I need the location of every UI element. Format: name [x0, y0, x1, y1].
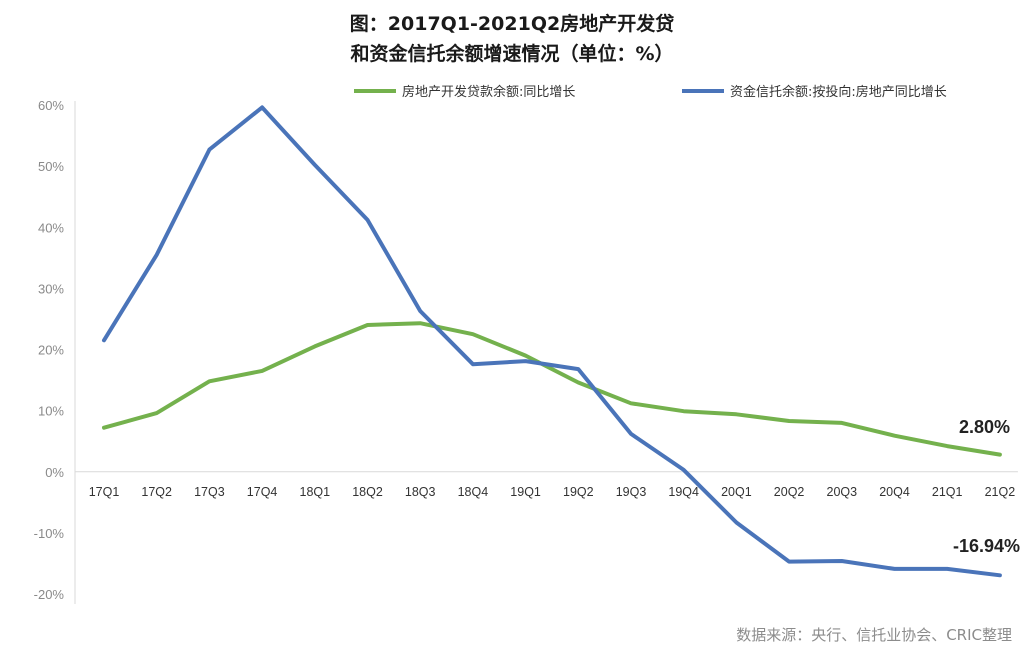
series-line-trust: [102, 105, 1002, 578]
legend: 房地产开发贷款余额:同比增长 资金信托余额:按投向:房地产同比增长: [354, 84, 947, 100]
legend-label-trust: 资金信托余额:按投向:房地产同比增长: [730, 84, 947, 100]
x-tick-label: 19Q1: [510, 485, 541, 499]
x-tick-label: 17Q2: [141, 485, 172, 499]
source-note: 数据来源：央行、信托业协会、CRIC整理: [736, 626, 1012, 644]
x-tick-label: 17Q3: [194, 485, 225, 499]
x-tick-label: 21Q2: [985, 485, 1016, 499]
x-tick-label: 20Q3: [827, 485, 858, 499]
y-tick-label: 30%: [38, 281, 64, 296]
y-tick-label: -10%: [34, 526, 65, 541]
x-tick-label: 18Q2: [352, 485, 383, 499]
x-tick-label: 17Q1: [89, 485, 120, 499]
x-tick-label: 19Q4: [668, 485, 699, 499]
y-tick-label: 10%: [38, 404, 64, 419]
y-tick-label: -20%: [34, 587, 65, 602]
y-tick-label: 50%: [38, 159, 64, 174]
chart-title-line-2: 和资金信托余额增速情况（单位：%）: [350, 42, 673, 65]
end-label-dev-loan: 2.80%: [959, 417, 1010, 437]
series-line-dev-loan: [102, 321, 1002, 457]
y-tick-label: 20%: [38, 343, 64, 358]
x-tick-label: 18Q1: [300, 485, 331, 499]
end-label-trust: -16.94%: [953, 536, 1020, 556]
x-axis-ticks: 17Q1 17Q2 17Q3 17Q4 18Q1 18Q2 18Q3 18Q4 19Q1 19Q2…: [89, 485, 1016, 499]
y-tick-label: 0%: [45, 465, 64, 480]
x-tick-label: 21Q1: [932, 485, 963, 499]
x-tick-label: 18Q3: [405, 485, 436, 499]
x-tick-label: 20Q2: [774, 485, 805, 499]
x-tick-label: 19Q2: [563, 485, 594, 499]
x-tick-label: 20Q4: [879, 485, 910, 499]
y-tick-label: 40%: [38, 220, 64, 235]
x-tick-label: 18Q4: [458, 485, 489, 499]
x-tick-label: 17Q4: [247, 485, 278, 499]
x-tick-label: 19Q3: [616, 485, 647, 499]
y-axis-ticks: -20% -10% 0% 10% 20% 30% 40% 50% 60%: [34, 98, 65, 602]
x-tick-label: 20Q1: [721, 485, 752, 499]
legend-label-dev-loan: 房地产开发贷款余额:同比增长: [402, 84, 575, 100]
y-tick-label: 60%: [38, 98, 64, 113]
chart-title-line-1: 图：2017Q1-2021Q2房地产开发贷: [350, 12, 674, 35]
series-layer: [102, 105, 1002, 578]
